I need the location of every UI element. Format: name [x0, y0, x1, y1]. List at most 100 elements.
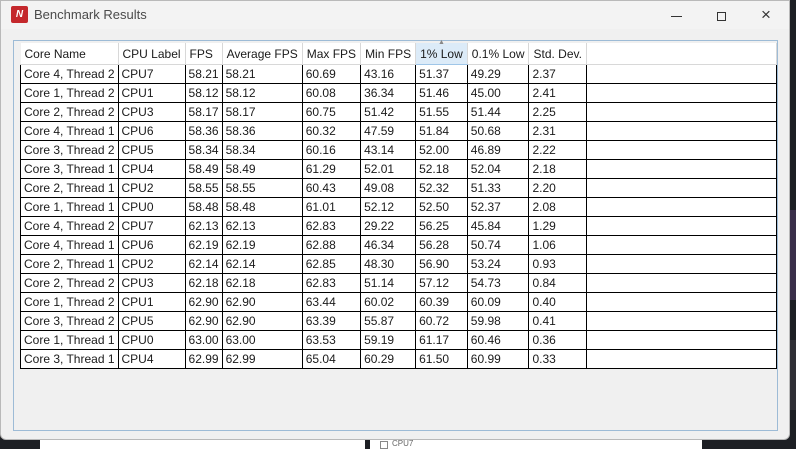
table-row[interactable]: Core 2, Thread 1 CPU2 58.55 58.55 60.43 49.08…: [20, 178, 778, 198]
core-name-cell: Core 4, Thread 2: [20, 216, 119, 236]
table-row[interactable]: Core 3, Thread 1 CPU4 62.99 62.99 65.04 60.29…: [20, 349, 778, 369]
fps-cell: 58.36: [184, 121, 223, 141]
filler-cell: [585, 102, 778, 122]
fps-cell: 63.00: [184, 330, 223, 350]
filler-cell: [585, 64, 778, 84]
benchmark-results-window: N Benchmark Results × Core Name CPU Labe…: [0, 0, 790, 440]
average-fps-cell: 58.34: [221, 140, 303, 160]
std-dev-cell: 2.20: [528, 178, 587, 198]
0-1-percent-low-cell: 52.04: [466, 159, 530, 179]
column-header-min-fps[interactable]: Min FPS: [360, 43, 417, 65]
cpu-label-cell: CPU6: [117, 235, 186, 255]
table-row[interactable]: Core 3, Thread 2 CPU5 58.34 58.34 60.16 43.14…: [20, 140, 778, 160]
cpu-label-cell: CPU5: [117, 140, 186, 160]
filler-cell: [585, 140, 778, 160]
close-button[interactable]: ×: [743, 1, 789, 29]
fps-cell: 62.19: [184, 235, 223, 255]
table-row[interactable]: Core 4, Thread 2 CPU7 58.21 58.21 60.69 43.16…: [20, 64, 778, 84]
fps-cell: 62.18: [184, 273, 223, 293]
0-1-percent-low-cell: 60.46: [466, 330, 530, 350]
minimize-button[interactable]: [653, 1, 699, 29]
table-row[interactable]: Core 1, Thread 1 CPU0 63.00 63.00 63.53 59.19…: [20, 330, 778, 350]
max-fps-cell: 62.83: [301, 273, 362, 293]
title-bar[interactable]: N Benchmark Results ×: [1, 1, 789, 29]
table-row[interactable]: Core 2, Thread 1 CPU2 62.14 62.14 62.85 48.30…: [20, 254, 778, 274]
table-row[interactable]: Core 3, Thread 1 CPU4 58.49 58.49 61.29 52.01…: [20, 159, 778, 179]
fps-cell: 62.90: [184, 311, 223, 331]
table-row[interactable]: Core 1, Thread 2 CPU1 62.90 62.90 63.44 60.02…: [20, 292, 778, 312]
background-checkbox-label: CPU7: [392, 439, 414, 448]
max-fps-cell: 60.08: [301, 83, 362, 103]
1-percent-low-cell: 52.32: [415, 178, 468, 198]
1-percent-low-cell: 51.37: [415, 64, 468, 84]
0-1-percent-low-cell: 50.74: [466, 235, 530, 255]
cpu-label-cell: CPU3: [117, 273, 186, 293]
column-header-max-fps[interactable]: Max FPS: [302, 43, 362, 65]
table-row[interactable]: Core 4, Thread 1 CPU6 62.19 62.19 62.88 46.34…: [20, 235, 778, 255]
table-row[interactable]: Core 2, Thread 2 CPU3 62.18 62.18 62.83 51.14…: [20, 273, 778, 293]
column-header-core-name[interactable]: Core Name: [20, 43, 119, 65]
filler-cell: [585, 254, 778, 274]
std-dev-cell: 2.22: [528, 140, 587, 160]
core-name-cell: Core 4, Thread 1: [20, 235, 119, 255]
column-header-cpu-label[interactable]: CPU Label: [118, 43, 186, 65]
max-fps-cell: 62.85: [301, 254, 362, 274]
core-name-cell: Core 3, Thread 1: [20, 159, 119, 179]
table-row[interactable]: Core 3, Thread 2 CPU5 62.90 62.90 63.39 55.87…: [20, 311, 778, 331]
1-percent-low-cell: 57.12: [415, 273, 468, 293]
average-fps-cell: 58.55: [221, 178, 303, 198]
table-row[interactable]: Core 1, Thread 2 CPU1 58.12 58.12 60.08 36.34…: [20, 83, 778, 103]
column-header-std-dev[interactable]: Std. Dev.: [528, 43, 587, 65]
core-name-cell: Core 2, Thread 2: [20, 102, 119, 122]
min-fps-cell: 49.08: [360, 178, 417, 198]
background-app-bottom: [0, 438, 796, 449]
min-fps-cell: 60.02: [360, 292, 417, 312]
cpu-label-cell: CPU1: [117, 83, 186, 103]
maximize-button[interactable]: [698, 1, 744, 29]
cpu-label-cell: CPU3: [117, 102, 186, 122]
fps-cell: 62.99: [184, 349, 223, 369]
column-header-fps[interactable]: FPS: [185, 43, 223, 65]
table-row[interactable]: Core 4, Thread 2 CPU7 62.13 62.13 62.83 29.22…: [20, 216, 778, 236]
min-fps-cell: 52.12: [360, 197, 417, 217]
1-percent-low-cell: 51.55: [415, 102, 468, 122]
results-grid[interactable]: Core Name CPU Label FPS Average FPS Max …: [13, 39, 778, 431]
core-name-cell: Core 4, Thread 1: [20, 121, 119, 141]
cpu-label-cell: CPU6: [117, 121, 186, 141]
column-header-filler: [586, 43, 778, 65]
core-name-cell: Core 1, Thread 1: [20, 330, 119, 350]
max-fps-cell: 65.04: [301, 349, 362, 369]
table-row[interactable]: Core 4, Thread 1 CPU6 58.36 58.36 60.32 47.59…: [20, 121, 778, 141]
max-fps-cell: 61.29: [301, 159, 362, 179]
average-fps-cell: 62.14: [221, 254, 303, 274]
filler-cell: [585, 330, 778, 350]
1-percent-low-cell: 52.00: [415, 140, 468, 160]
max-fps-cell: 63.39: [301, 311, 362, 331]
column-header-0-1-percent-low[interactable]: 0.1% Low: [467, 43, 530, 65]
fps-cell: 58.21: [184, 64, 223, 84]
minimize-icon: [670, 15, 682, 17]
cpu-label-cell: CPU4: [117, 159, 186, 179]
max-fps-cell: 63.44: [301, 292, 362, 312]
average-fps-cell: 58.21: [221, 64, 303, 84]
column-header-1-percent-low[interactable]: ▲ 1% Low: [415, 39, 468, 65]
filler-cell: [585, 273, 778, 293]
min-fps-cell: 29.22: [360, 216, 417, 236]
average-fps-cell: 58.17: [221, 102, 303, 122]
table-row[interactable]: Core 2, Thread 2 CPU3 58.17 58.17 60.75 51.42…: [20, 102, 778, 122]
average-fps-cell: 62.13: [221, 216, 303, 236]
0-1-percent-low-cell: 51.33: [466, 178, 530, 198]
column-header-average-fps[interactable]: Average FPS: [222, 43, 303, 65]
background-panel: [40, 438, 365, 449]
filler-cell: [585, 121, 778, 141]
max-fps-cell: 60.16: [301, 140, 362, 160]
0-1-percent-low-cell: 60.09: [466, 292, 530, 312]
table-row[interactable]: Core 1, Thread 1 CPU0 58.48 58.48 61.01 52.12…: [20, 197, 778, 217]
max-fps-cell: 63.53: [301, 330, 362, 350]
std-dev-cell: 0.33: [528, 349, 587, 369]
max-fps-cell: 61.01: [301, 197, 362, 217]
std-dev-cell: 0.41: [528, 311, 587, 331]
min-fps-cell: 52.01: [360, 159, 417, 179]
cpu-label-cell: CPU7: [117, 216, 186, 236]
1-percent-low-cell: 52.50: [415, 197, 468, 217]
